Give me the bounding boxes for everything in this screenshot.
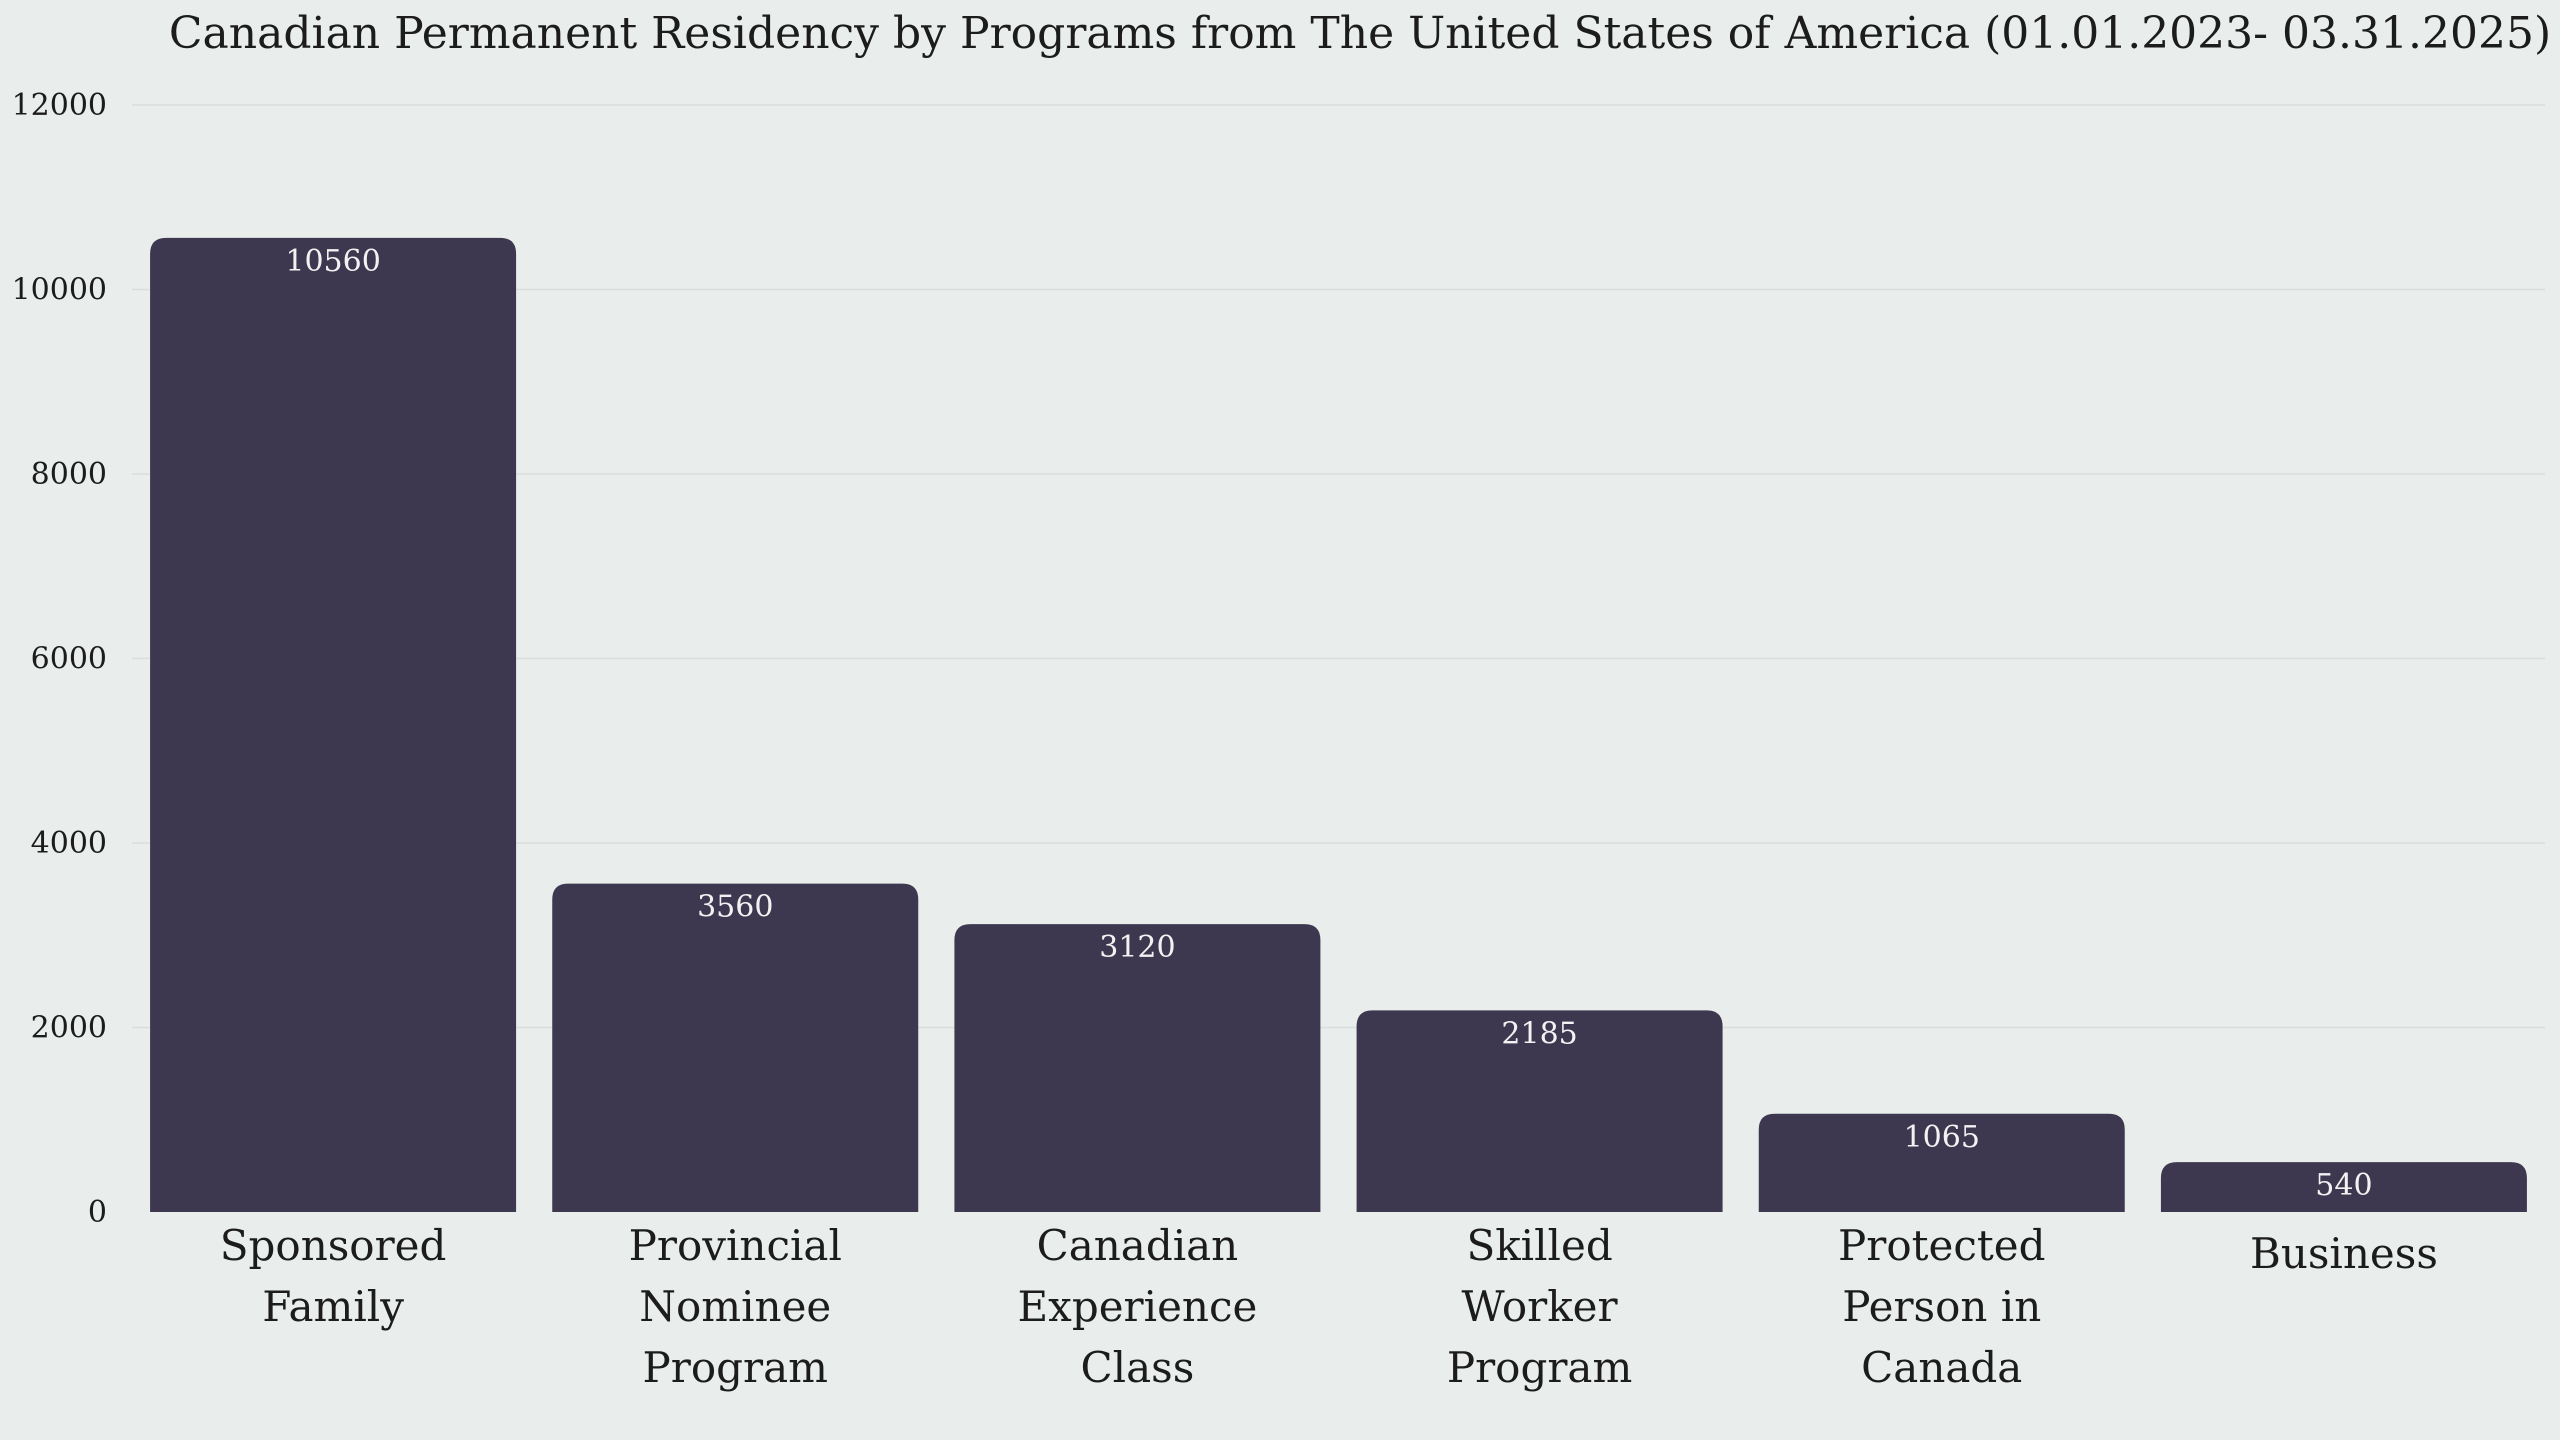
bar-1 (552, 883, 919, 1212)
x-category-label-line: Provincial (629, 1221, 842, 1270)
x-category-label-line: Business (2250, 1229, 2438, 1278)
y-tick-label: 8000 (31, 457, 107, 492)
x-category-label-line: Sponsored (220, 1221, 447, 1270)
y-tick-label: 12000 (12, 88, 107, 123)
y-tick-label: 2000 (31, 1011, 107, 1046)
gridlines (132, 104, 2545, 1029)
bar-2 (954, 924, 1321, 1212)
x-category-label: Sponsored Family (220, 1221, 447, 1331)
x-category-label-line: Program (1447, 1343, 1632, 1392)
x-category-label-line: Canada (1861, 1343, 2022, 1392)
x-category-label-line: Person in (1842, 1282, 2041, 1331)
chart-title: Canadian Permanent Residency by Programs… (169, 8, 2551, 59)
x-category-label-line: Worker (1462, 1282, 1619, 1331)
bar-3 (1356, 1010, 1723, 1212)
bar-value-label: 3120 (1099, 930, 1175, 965)
x-category-label-line: Experience (1017, 1282, 1257, 1331)
bar-4 (1758, 1113, 2125, 1212)
y-tick-label: 0 (88, 1195, 107, 1230)
x-category-label-line: Protected (1838, 1221, 2046, 1270)
x-category-label: Business (2250, 1229, 2438, 1278)
y-tick-label: 4000 (31, 826, 107, 861)
x-category-label-line: Family (262, 1282, 404, 1331)
bar-value-label: 1065 (1904, 1120, 1980, 1155)
x-category-label: Protected Person in Canada (1838, 1221, 2046, 1392)
x-category-label: Canadian Experience Class (1017, 1221, 1257, 1392)
bars: 10560 3560 3120 2185 1065 540 (150, 237, 2527, 1213)
x-category-label-line: Canadian (1037, 1221, 1239, 1270)
bar-value-label: 3560 (697, 890, 773, 925)
x-category-label: Skilled Worker Program (1447, 1221, 1632, 1392)
y-tick-label: 6000 (31, 642, 107, 677)
x-category-label-line: Skilled (1466, 1221, 1612, 1270)
bar-value-label: 2185 (1501, 1016, 1577, 1051)
x-category-label-line: Program (643, 1343, 828, 1392)
x-category-label: Provincial Nominee Program (629, 1221, 842, 1392)
bar-5 (2160, 1162, 2527, 1212)
bar-value-label: 540 (2315, 1168, 2372, 1203)
bar-0 (150, 237, 517, 1213)
bar-value-label: 10560 (285, 244, 380, 279)
y-axis: 0 2000 4000 6000 8000 10000 12000 (12, 88, 107, 1230)
x-category-label-line: Nominee (639, 1282, 831, 1331)
x-axis: Sponsored Family Provincial Nominee Program C… (220, 1221, 2438, 1392)
y-tick-label: 10000 (12, 273, 107, 308)
x-category-label-line: Class (1081, 1343, 1195, 1392)
